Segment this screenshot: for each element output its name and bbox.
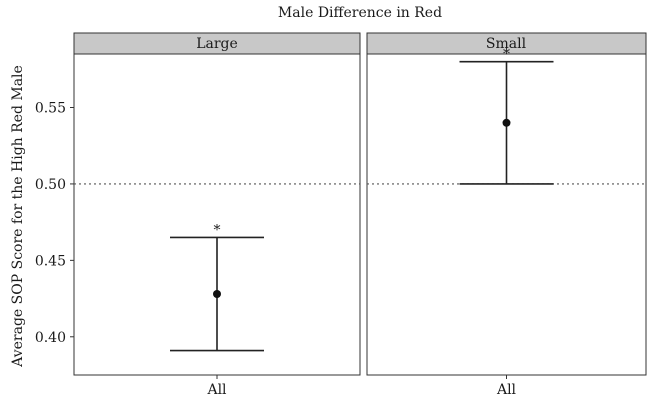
facet-panel-large: Large bbox=[73, 32, 361, 376]
facet-label-large: Large bbox=[196, 36, 238, 52]
y-axis-title: Average SOP Score for the High Red Male bbox=[10, 65, 26, 368]
y-tick-label: 0.45 bbox=[35, 253, 66, 269]
x-tick-label-small: All bbox=[496, 382, 517, 398]
point-estimate-small bbox=[502, 118, 511, 127]
significance-label-small: * bbox=[503, 47, 510, 63]
y-tick-label: 0.50 bbox=[35, 177, 66, 193]
y-tick-label: 0.40 bbox=[35, 330, 66, 346]
y-axis: 0.40 0.45 0.50 0.55 bbox=[35, 101, 74, 346]
chart-marks: * All * All bbox=[74, 47, 646, 398]
facet-label-small: Small bbox=[486, 36, 527, 52]
point-estimate-large bbox=[213, 289, 221, 298]
significance-label-large: * bbox=[214, 222, 221, 238]
chart-title: Male Difference in Red bbox=[278, 5, 442, 21]
x-tick-label-large: All bbox=[206, 382, 227, 398]
plot-area-large bbox=[73, 53, 361, 376]
y-tick-label: 0.55 bbox=[35, 101, 66, 117]
